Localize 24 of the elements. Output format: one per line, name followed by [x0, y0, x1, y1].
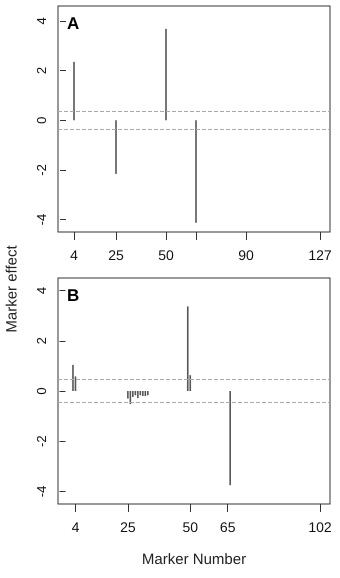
x-tick-label: 65	[220, 519, 236, 535]
x-tick-label: 127	[308, 247, 332, 263]
y-tick-label: 2	[34, 66, 49, 74]
x-tick-label: 50	[182, 519, 198, 535]
x-tick-label: 102	[308, 519, 332, 535]
x-tick-label: 4	[72, 519, 80, 535]
text: B	[67, 286, 80, 305]
y-tick-label: -2	[34, 435, 49, 448]
x-tick-label: 4	[70, 247, 78, 263]
y-tick-label: 0	[34, 116, 49, 124]
y-tick-label: 0	[34, 387, 49, 395]
y-tick-label: -2	[34, 164, 49, 176]
x-tick-label: 50	[158, 247, 174, 263]
y-tick-label: 4	[34, 286, 49, 294]
x-tick-label: 25	[120, 519, 136, 535]
y-tick-label: -4	[34, 214, 49, 226]
x-axis-title: Marker Number	[142, 551, 246, 568]
text: A	[67, 14, 80, 33]
y-tick-label: 4	[34, 17, 49, 25]
y-tick-label: -4	[34, 486, 49, 498]
y-tick-label: 2	[34, 337, 49, 344]
y-axis-title: Marker effect	[4, 245, 20, 333]
x-tick-label: 90	[238, 247, 254, 263]
x-tick-label: 25	[108, 247, 124, 263]
